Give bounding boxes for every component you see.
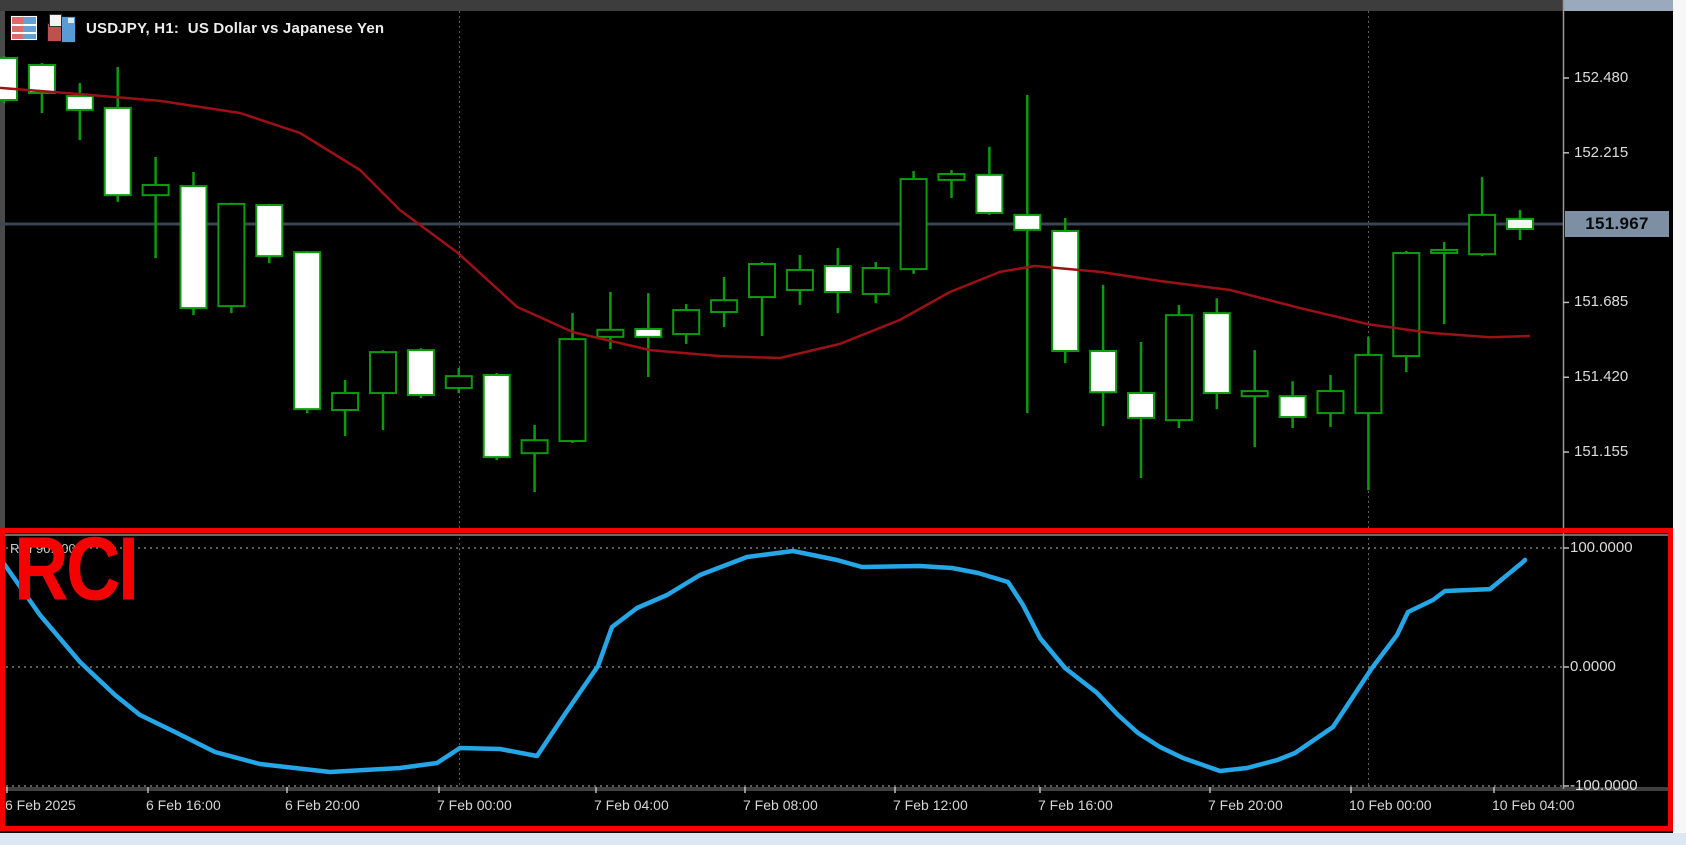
window-right-margin xyxy=(1673,0,1686,833)
window-top-strip xyxy=(0,0,1563,11)
chart-left-edge xyxy=(0,11,5,530)
market-watch-icon[interactable] xyxy=(10,15,38,41)
price-axis-label: 152.480 xyxy=(1574,69,1629,86)
time-axis-label: 7 Feb 08:00 xyxy=(743,797,818,813)
indicator-axis-label: 100.0000 xyxy=(1570,539,1633,556)
time-axis-label: 7 Feb 04:00 xyxy=(594,797,669,813)
time-axis-label: 6 Feb 16:00 xyxy=(146,797,221,813)
price-axis-label: 152.215 xyxy=(1574,143,1629,161)
time-axis-label: 6 Feb 2025 xyxy=(5,797,76,813)
time-axis-label: 7 Feb 12:00 xyxy=(893,797,968,813)
current-price-badge: 151.967 xyxy=(1565,211,1669,237)
indicator-axis-label: -100.0000 xyxy=(1570,777,1638,794)
time-axis-label: 10 Feb 00:00 xyxy=(1349,797,1432,813)
chart-window-icon[interactable] xyxy=(47,14,77,43)
time-axis-label: 7 Feb 20:00 xyxy=(1208,797,1283,813)
time-axis-label: 10 Feb 04:00 xyxy=(1492,797,1575,813)
window-top-strip-axis xyxy=(1563,0,1686,11)
indicator-value-label: RCI 90.0000 xyxy=(10,541,83,556)
chart-title-row: USDJPY, H1: US Dollar vs Japanese Yen xyxy=(10,14,385,43)
price-axis-label: 151.685 xyxy=(1574,293,1629,311)
time-axis-label: 7 Feb 16:00 xyxy=(1038,797,1113,813)
chart-title: USDJPY, H1: US Dollar vs Japanese Yen xyxy=(86,19,385,37)
time-axis-label: 7 Feb 00:00 xyxy=(437,797,512,813)
indicator-axis-label: 0.0000 xyxy=(1570,658,1616,675)
price-axis-label: 151.155 xyxy=(1574,443,1629,461)
annotation-rci-label: RCI xyxy=(14,518,139,620)
time-axis-label: 6 Feb 20:00 xyxy=(285,797,360,813)
window-bottom-margin xyxy=(0,833,1686,845)
price-axis-label: 151.420 xyxy=(1574,368,1629,386)
